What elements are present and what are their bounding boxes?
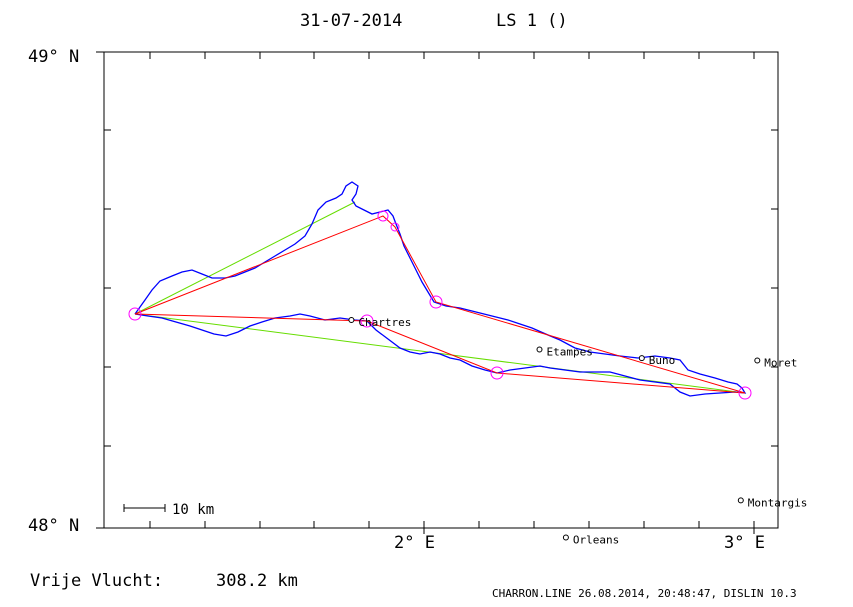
- turnpoint-marker: [738, 386, 752, 400]
- map-frame: [103, 51, 779, 529]
- scale-bar: [123, 504, 166, 512]
- gps-track: [134, 181, 747, 397]
- lat-label-bottom: 48° N: [28, 516, 79, 536]
- turnpoint-marker: [377, 210, 389, 222]
- lon-label-2e: 2° E: [394, 533, 435, 553]
- lat-label-top: 49° N: [28, 47, 79, 67]
- city-markers: Chartres Etampes Buno Moret Montargis Orleans: [348, 316, 808, 547]
- optimized-route: [134, 215, 746, 394]
- city-label: Montargis: [748, 496, 808, 509]
- city-marker: [754, 357, 761, 364]
- scale-bar-label: 10 km: [172, 502, 214, 518]
- city-label: Chartres: [358, 316, 411, 329]
- city-marker: [348, 316, 355, 323]
- city-label: Moret: [764, 356, 797, 369]
- city-marker: [536, 346, 543, 353]
- turnpoint-marker: [490, 366, 504, 380]
- distance-label: Vrije Vlucht:: [30, 571, 163, 591]
- city-marker: [737, 497, 744, 504]
- flight-date: 31-07-2014: [300, 11, 402, 31]
- city-label: Buno: [649, 354, 676, 367]
- city-marker: [562, 534, 569, 541]
- turnpoint-marker: [360, 314, 374, 328]
- task-label: LS 1 (): [496, 11, 568, 31]
- credit-line: CHARRON.LINE 26.08.2014, 20:48:47, DISLI…: [492, 587, 797, 600]
- axis-ticks: [96, 51, 778, 534]
- city-label: Etampes: [547, 346, 593, 359]
- distance-value: 308.2 km: [216, 571, 298, 591]
- turnpoint-marker: [429, 295, 443, 309]
- turnpoint-marker: [390, 222, 400, 232]
- city-label: Orleans: [573, 534, 619, 547]
- turnpoint-marker: [128, 307, 142, 321]
- turnpoints: [128, 210, 752, 400]
- city-marker: [638, 355, 645, 362]
- lon-label-3e: 3° E: [724, 533, 765, 553]
